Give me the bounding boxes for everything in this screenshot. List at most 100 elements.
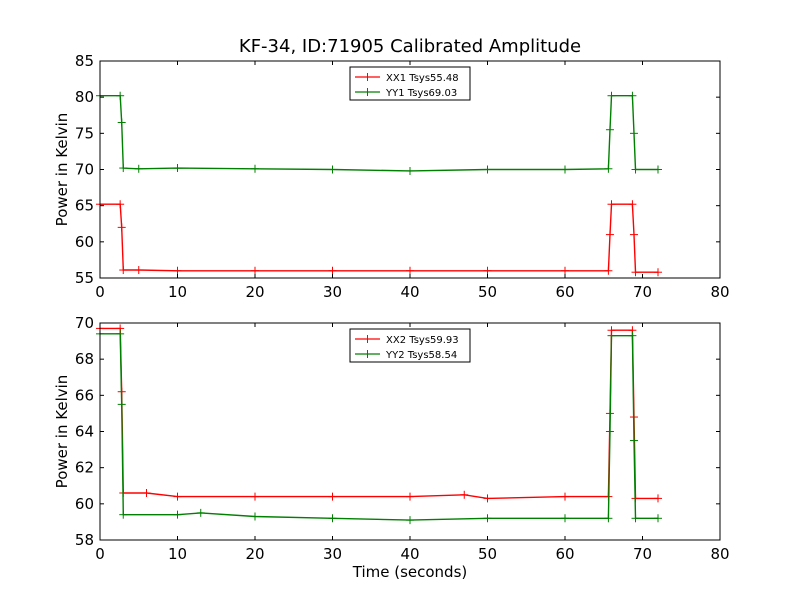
data-point — [328, 165, 337, 174]
y-tick-label: 85 — [75, 52, 94, 70]
data-point — [483, 514, 492, 523]
data-point — [607, 91, 616, 100]
data-point — [251, 512, 259, 521]
data-point — [631, 165, 640, 174]
series-2-group — [96, 329, 662, 525]
x-tick-label: 0 — [95, 545, 105, 563]
data-point — [483, 494, 492, 503]
data-point — [631, 514, 640, 523]
data-point — [561, 266, 569, 275]
data-point — [629, 230, 638, 239]
series-line — [100, 333, 658, 521]
data-point — [328, 514, 337, 523]
plot-panel-1: 0 10 20 30 40 50 60 70 80 55 60 65 70 75 80 85 Power in … — [53, 52, 730, 301]
x-tick-label: 50 — [478, 283, 497, 301]
x-tick-label: 60 — [555, 545, 574, 563]
x-tick-label: 30 — [323, 283, 342, 301]
series-2-group — [96, 91, 662, 175]
y-tick-label: 80 — [75, 88, 94, 106]
data-point — [328, 492, 337, 501]
data-point — [460, 490, 469, 499]
data-point — [119, 266, 128, 275]
data-point — [628, 331, 637, 340]
data-point — [251, 164, 259, 173]
data-point — [134, 164, 143, 173]
y-tick-label: 62 — [75, 459, 94, 477]
legend: XX2 Tsys59.93 YY2 Tsys58.54 — [349, 328, 471, 363]
chart-title: KF-34, ID:71905 Calibrated Amplitude — [239, 36, 581, 57]
data-point — [561, 514, 569, 523]
legend-box — [349, 66, 471, 101]
data-point — [173, 492, 182, 501]
data-point — [173, 266, 182, 275]
data-point — [406, 266, 414, 275]
y-tick-label: 66 — [75, 386, 94, 404]
x-tick-label: 50 — [478, 545, 497, 563]
data-point — [654, 165, 662, 174]
data-point — [196, 508, 205, 517]
legend-label: YY1 Tsys69.03 — [385, 88, 457, 99]
data-point — [173, 510, 182, 519]
data-point — [604, 164, 613, 173]
data-point — [607, 331, 616, 340]
x-tick-label: 0 — [95, 283, 105, 301]
series-1-group — [96, 200, 662, 277]
x-tick-label: 40 — [400, 283, 419, 301]
data-point — [629, 129, 638, 138]
data-point — [483, 266, 492, 275]
legend-entry-2: YY2 Tsys58.54 — [355, 350, 457, 361]
data-point — [117, 400, 126, 409]
y-tick-label: 55 — [75, 269, 94, 287]
data-point — [251, 266, 259, 275]
data-point — [251, 492, 259, 501]
data-point — [117, 223, 126, 232]
y-axis-label: Power in Kelvin — [53, 113, 71, 227]
data-point — [628, 200, 637, 209]
data-point — [605, 230, 614, 239]
y-tick-label: 70 — [75, 161, 94, 179]
legend-label: XX2 Tsys59.93 — [386, 335, 459, 346]
data-point — [607, 200, 616, 209]
x-tick-label: 10 — [168, 545, 187, 563]
data-point — [561, 165, 569, 174]
y-tick-label: 60 — [75, 495, 94, 513]
data-point — [116, 329, 125, 338]
data-point — [116, 91, 125, 100]
data-point — [119, 164, 128, 173]
legend-label: XX1 Tsys55.48 — [386, 73, 459, 84]
x-tick-label: 10 — [168, 283, 187, 301]
legend-entry-2: YY1 Tsys69.03 — [355, 88, 457, 99]
plot-panel-2: 0 10 20 30 40 50 60 70 80 58 60 62 64 66 68 70 Power in … — [53, 314, 730, 581]
data-point — [629, 436, 638, 445]
data-point — [406, 166, 414, 175]
x-tick-label: 70 — [633, 283, 652, 301]
data-point — [119, 510, 128, 519]
data-point — [631, 268, 640, 277]
legend-entry-1: XX1 Tsys55.48 — [355, 73, 459, 84]
x-tick-label: 70 — [633, 545, 652, 563]
data-point — [134, 266, 143, 275]
data-point — [628, 91, 637, 100]
data-point — [173, 164, 182, 173]
series-line — [100, 94, 658, 172]
legend-entry-1: XX2 Tsys59.93 — [355, 335, 459, 346]
x-axis-label: Time (seconds) — [352, 563, 468, 581]
data-point — [406, 516, 414, 525]
y-tick-label: 60 — [75, 233, 94, 251]
data-point — [604, 266, 613, 275]
data-point — [605, 427, 614, 436]
y-tick-label: 70 — [75, 314, 94, 332]
data-point — [142, 488, 151, 497]
x-tick-label: 80 — [710, 283, 729, 301]
legend: XX1 Tsys55.48 YY1 Tsys69.03 — [349, 66, 471, 101]
legend-label: YY2 Tsys58.54 — [385, 350, 457, 361]
data-point — [605, 125, 614, 134]
data-point — [654, 494, 662, 503]
data-point — [406, 492, 414, 501]
legend-box — [349, 328, 471, 363]
y-tick-label: 64 — [75, 423, 94, 441]
data-point — [604, 514, 613, 523]
data-point — [116, 200, 125, 209]
series-line — [100, 203, 658, 273]
